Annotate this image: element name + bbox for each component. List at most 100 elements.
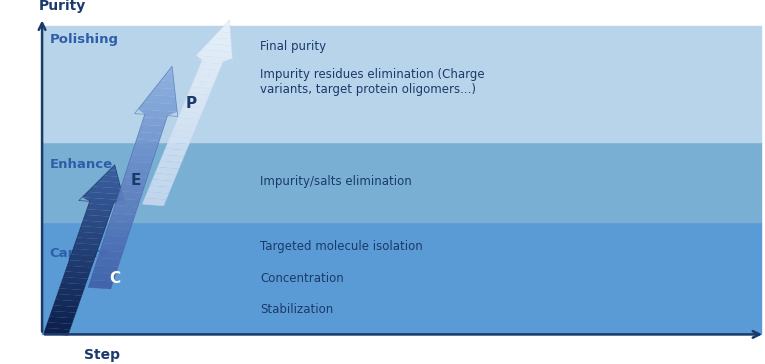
Polygon shape — [142, 117, 167, 126]
Polygon shape — [161, 74, 174, 82]
Polygon shape — [88, 280, 113, 289]
Polygon shape — [153, 173, 176, 181]
Polygon shape — [155, 80, 174, 89]
Polygon shape — [186, 93, 210, 101]
Polygon shape — [129, 154, 155, 163]
Polygon shape — [194, 75, 217, 82]
Polygon shape — [167, 66, 173, 74]
Polygon shape — [96, 258, 121, 267]
Polygon shape — [139, 124, 164, 134]
Polygon shape — [82, 197, 124, 205]
Bar — [42, 142, 761, 222]
Polygon shape — [100, 243, 125, 252]
Polygon shape — [145, 192, 168, 199]
Polygon shape — [65, 266, 92, 273]
Polygon shape — [148, 186, 171, 193]
Polygon shape — [57, 288, 83, 296]
Polygon shape — [44, 328, 70, 335]
Polygon shape — [109, 165, 116, 171]
Bar — [42, 222, 761, 335]
Polygon shape — [122, 177, 147, 185]
Polygon shape — [90, 273, 116, 281]
Text: Stabilization: Stabilization — [260, 303, 334, 316]
Polygon shape — [155, 167, 179, 175]
Polygon shape — [176, 118, 199, 126]
Polygon shape — [213, 32, 231, 39]
Polygon shape — [144, 95, 177, 104]
Polygon shape — [132, 147, 157, 156]
Text: Polishing: Polishing — [50, 33, 119, 47]
Text: Targeted molecule isolation: Targeted molecule isolation — [260, 240, 423, 253]
Text: Final purity: Final purity — [260, 40, 326, 54]
Polygon shape — [191, 81, 214, 88]
Polygon shape — [87, 186, 122, 194]
Polygon shape — [161, 155, 184, 163]
Polygon shape — [46, 322, 72, 329]
Polygon shape — [196, 50, 233, 58]
Polygon shape — [83, 215, 109, 222]
Polygon shape — [110, 213, 135, 222]
Polygon shape — [93, 265, 118, 274]
Text: Impurity/salts elimination: Impurity/salts elimination — [260, 175, 412, 188]
Polygon shape — [218, 26, 230, 33]
Polygon shape — [150, 179, 174, 187]
Polygon shape — [136, 132, 161, 141]
Polygon shape — [105, 228, 130, 237]
Polygon shape — [70, 254, 96, 262]
Polygon shape — [196, 68, 220, 76]
Polygon shape — [50, 311, 76, 318]
Polygon shape — [75, 237, 101, 245]
Polygon shape — [125, 169, 150, 178]
Polygon shape — [60, 283, 86, 290]
Polygon shape — [138, 102, 177, 112]
Polygon shape — [47, 317, 74, 324]
Polygon shape — [199, 62, 222, 70]
Text: E: E — [131, 173, 141, 188]
Polygon shape — [107, 221, 132, 230]
Polygon shape — [98, 250, 123, 259]
Polygon shape — [93, 181, 121, 189]
Text: Purity: Purity — [38, 0, 86, 12]
Text: C: C — [109, 272, 120, 286]
Polygon shape — [87, 203, 113, 211]
Polygon shape — [99, 176, 119, 182]
Polygon shape — [134, 139, 159, 148]
Polygon shape — [158, 161, 181, 169]
Polygon shape — [104, 170, 118, 177]
Polygon shape — [71, 249, 97, 256]
Polygon shape — [85, 209, 111, 217]
Polygon shape — [81, 221, 107, 228]
Polygon shape — [51, 305, 78, 313]
Text: Step: Step — [84, 348, 120, 362]
Polygon shape — [67, 260, 93, 268]
Polygon shape — [63, 272, 90, 279]
Polygon shape — [224, 20, 230, 26]
Polygon shape — [73, 243, 99, 250]
Text: Enhance: Enhance — [50, 158, 113, 171]
Polygon shape — [79, 226, 106, 233]
Polygon shape — [138, 109, 177, 119]
Polygon shape — [127, 162, 152, 170]
Polygon shape — [171, 130, 194, 138]
Polygon shape — [61, 277, 87, 284]
Text: Capture: Capture — [50, 247, 109, 260]
Polygon shape — [165, 142, 189, 150]
Polygon shape — [196, 55, 233, 64]
Polygon shape — [115, 199, 140, 207]
Polygon shape — [54, 300, 80, 307]
Polygon shape — [103, 236, 128, 245]
Text: Concentration: Concentration — [260, 272, 343, 285]
Polygon shape — [168, 136, 191, 144]
Polygon shape — [77, 232, 103, 239]
Polygon shape — [173, 124, 197, 132]
Polygon shape — [181, 106, 204, 113]
Polygon shape — [117, 191, 142, 200]
Polygon shape — [184, 99, 207, 107]
Polygon shape — [207, 38, 232, 46]
Polygon shape — [142, 198, 166, 206]
Polygon shape — [149, 88, 175, 96]
Polygon shape — [202, 44, 232, 52]
Polygon shape — [119, 184, 145, 193]
Polygon shape — [56, 294, 82, 301]
Polygon shape — [188, 87, 212, 95]
